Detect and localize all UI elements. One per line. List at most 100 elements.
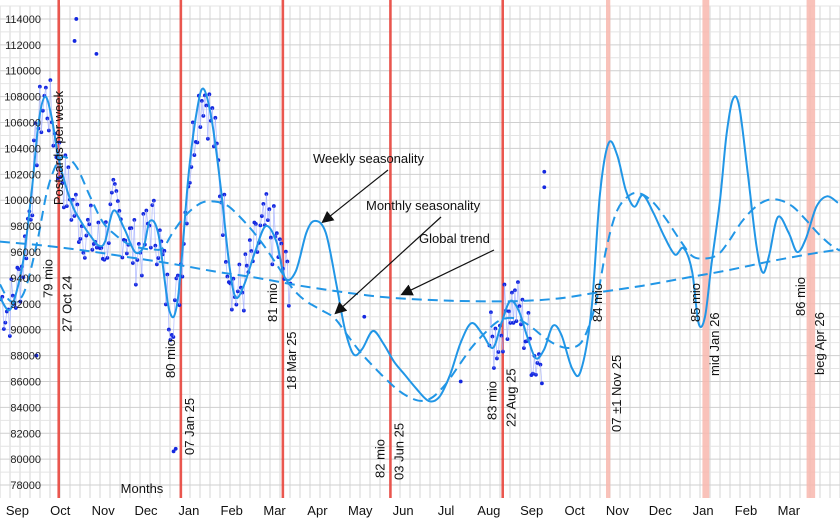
horizontal-gridlines	[0, 5, 840, 486]
observation-link	[244, 254, 248, 266]
observation-link	[202, 95, 206, 116]
observation-link	[214, 117, 218, 144]
observation-link	[534, 355, 537, 375]
observation-point	[60, 181, 65, 186]
observation-point	[542, 185, 547, 190]
milestone-count-label: 83 mio	[485, 381, 500, 420]
y-tick-label: 84000	[10, 402, 41, 414]
observation-link	[97, 222, 101, 249]
x-month-label: Jan	[693, 503, 714, 518]
observation-point	[171, 449, 176, 454]
observation-point	[108, 202, 113, 207]
observation-point	[72, 39, 77, 43]
observation-link	[505, 310, 508, 340]
y-tick-label: 78000	[10, 480, 41, 492]
milestone-count-label: 86 mio	[793, 277, 808, 316]
observation-link	[70, 199, 74, 220]
observation-link	[229, 283, 233, 310]
y-tick-label: 108000	[4, 92, 41, 104]
x-month-label: Aug	[477, 503, 500, 518]
observation-link	[150, 205, 153, 248]
observation-point	[69, 218, 74, 222]
observation-link	[288, 283, 291, 306]
x-month-label: Dec	[134, 503, 158, 518]
observation-point	[106, 241, 111, 246]
observation-link	[264, 194, 267, 226]
y-tick-label: 90000	[10, 325, 41, 337]
milestone-count-label: 82 mio	[372, 439, 387, 478]
observation-point	[78, 236, 83, 241]
milestone-band	[606, 0, 611, 498]
milestone-date-label: 18 Mar 25	[284, 331, 299, 390]
observation-link	[489, 312, 492, 346]
milestone-date-label: 07 ±1 Nov 25	[609, 355, 624, 432]
observation-point	[94, 245, 99, 250]
observation-point	[265, 218, 270, 223]
observation-point	[48, 78, 53, 83]
observation-point	[74, 17, 79, 21]
y-tick-label: 92000	[10, 299, 41, 311]
milestone-date-label: 27 Oct 24	[60, 276, 75, 332]
observation-link	[172, 300, 176, 337]
annotation-arrow	[321, 169, 389, 224]
milestone-markers	[57, 0, 816, 498]
x-month-label: Oct	[50, 503, 71, 518]
observation-point	[187, 180, 192, 185]
observation-point	[94, 52, 99, 56]
observation-link	[90, 205, 93, 250]
observation-point	[109, 190, 114, 195]
observation-link	[181, 243, 185, 277]
y-tick-label: 100000	[4, 195, 41, 207]
observation-link	[141, 213, 144, 276]
milestone-count-label: 81 mio	[265, 283, 280, 322]
observation-point	[458, 379, 463, 384]
observation-link	[51, 122, 54, 146]
x-month-label: May	[348, 503, 373, 518]
observation-point	[195, 140, 200, 145]
observation-link	[132, 219, 135, 264]
y-tick-label: 98000	[10, 221, 41, 233]
y-tick-label: 104000	[4, 143, 41, 155]
observation-link	[205, 105, 209, 139]
x-month-label: Sep	[520, 503, 543, 518]
milestone-count-label: 80 mio	[163, 339, 178, 378]
milestone-band	[389, 0, 392, 498]
observation-link	[40, 110, 44, 133]
observation-link	[540, 364, 543, 384]
observation-link	[120, 219, 123, 258]
milestone-date-label: 07 Jan 25	[182, 398, 197, 455]
observation-link	[532, 355, 535, 374]
observation-point	[40, 108, 45, 113]
observation-point	[173, 446, 178, 451]
observation-link	[10, 279, 14, 296]
observation-point	[259, 214, 264, 218]
y-tick-label: 86000	[10, 376, 41, 388]
milestone-date-label: mid Jan 26	[707, 312, 722, 376]
observation-point	[33, 121, 38, 126]
observation-link	[517, 282, 520, 307]
observation-link	[84, 235, 87, 258]
observation-point	[72, 214, 77, 218]
observation-link	[18, 269, 21, 302]
observation-point	[124, 251, 129, 256]
milestone-count-label: 84 mio	[590, 283, 605, 322]
observation-link	[105, 222, 108, 258]
observation-link	[111, 179, 114, 193]
observation-point	[30, 213, 35, 218]
observation-point	[34, 163, 39, 168]
observation-link	[199, 100, 203, 128]
observation-point	[34, 353, 39, 358]
annotation-arrow	[334, 216, 442, 315]
y-tick-label: 114000	[5, 14, 41, 26]
observation-link	[69, 199, 72, 220]
observation-link	[106, 243, 110, 258]
milestone-band	[179, 0, 183, 498]
annotation-arrow	[400, 249, 495, 296]
observation-link	[507, 311, 510, 340]
observation-link	[265, 194, 269, 221]
observation-point	[61, 205, 66, 210]
observation-link	[85, 219, 89, 236]
milestone-count-label: 79 mio	[41, 259, 56, 298]
observation-link	[535, 362, 538, 375]
observation-link	[262, 203, 266, 226]
